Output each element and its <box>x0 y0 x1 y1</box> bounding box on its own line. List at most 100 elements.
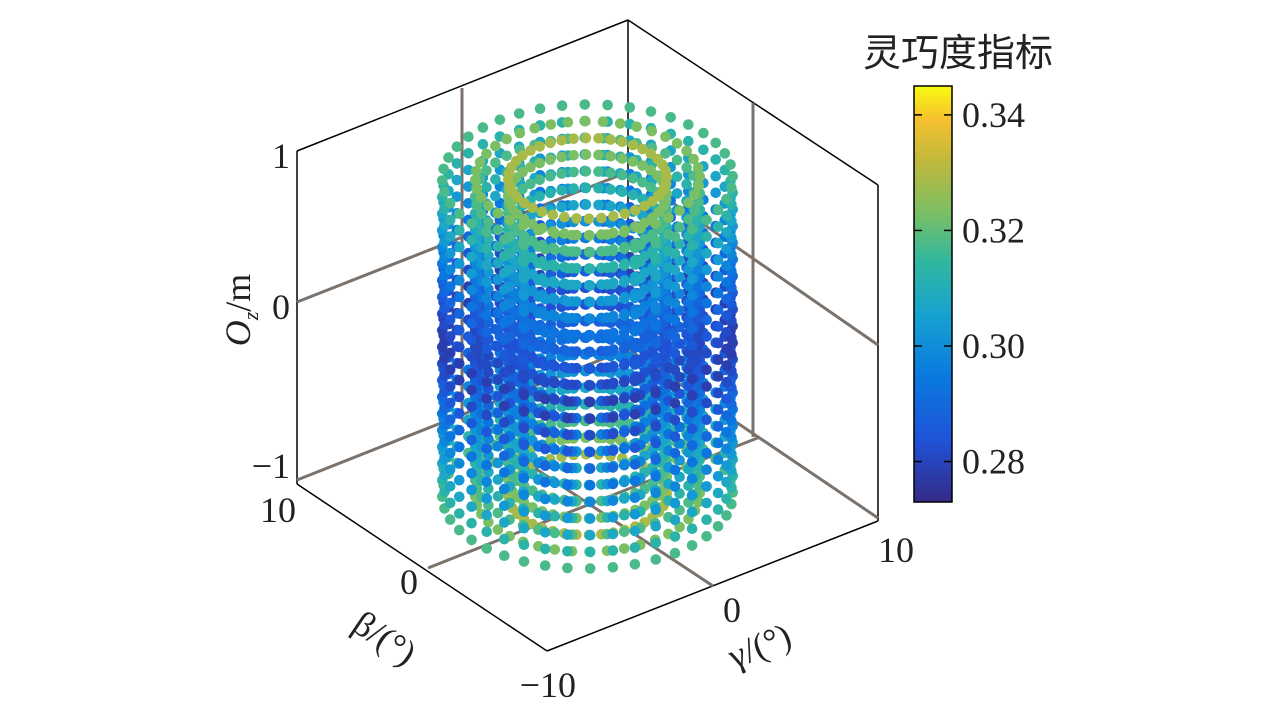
data-point <box>444 281 456 292</box>
data-point <box>490 190 501 202</box>
data-point <box>607 362 619 373</box>
data-point <box>481 343 493 354</box>
data-point <box>629 409 641 420</box>
data-point <box>549 361 561 372</box>
data-point <box>481 493 493 504</box>
data-point <box>584 513 596 524</box>
data-point <box>721 410 732 421</box>
data-point <box>481 310 493 321</box>
data-point <box>674 221 685 233</box>
data-point <box>444 514 456 525</box>
data-point <box>549 377 561 389</box>
data-point <box>693 446 704 458</box>
data-point <box>454 508 465 519</box>
data-point <box>693 346 704 358</box>
data-point <box>463 131 474 142</box>
colorbar-tick-label: 0.28 <box>962 442 1025 482</box>
z-axis-label-main: O <box>218 320 258 346</box>
data-point <box>647 195 658 207</box>
data-point <box>650 437 662 449</box>
data-point <box>616 136 628 148</box>
data-point <box>698 127 709 139</box>
data-point <box>607 495 619 507</box>
data-point <box>629 525 641 537</box>
data-point <box>492 224 504 236</box>
data-point <box>607 462 619 473</box>
data-point <box>518 339 530 351</box>
data-point <box>650 554 662 565</box>
data-point <box>694 171 706 182</box>
data-point <box>562 346 573 357</box>
data-point <box>686 473 698 485</box>
data-point <box>444 331 456 342</box>
data-point <box>710 170 721 182</box>
data-point <box>681 178 692 190</box>
data-point <box>618 526 630 538</box>
data-point <box>562 529 573 540</box>
data-point <box>701 431 712 442</box>
data-point <box>627 156 639 167</box>
data-point <box>712 204 724 216</box>
data-point <box>701 381 712 392</box>
data-point <box>481 543 493 554</box>
data-point <box>539 243 551 255</box>
data-point <box>635 223 646 234</box>
data-point <box>605 200 616 212</box>
data-point <box>686 506 698 518</box>
data-point <box>721 426 732 438</box>
data-point <box>584 363 596 375</box>
data-point <box>544 137 556 149</box>
data-point <box>454 441 465 453</box>
data-point <box>466 384 477 396</box>
data-point <box>701 231 712 242</box>
data-point <box>518 323 530 334</box>
data-point <box>533 224 544 236</box>
data-point <box>701 531 712 542</box>
data-point <box>536 206 548 217</box>
data-point <box>593 166 604 177</box>
data-point <box>607 545 619 556</box>
data-point <box>710 137 721 149</box>
data-point <box>518 289 530 301</box>
data-point <box>701 281 712 292</box>
data-point <box>549 544 561 555</box>
data-point <box>693 380 704 391</box>
data-point <box>650 371 662 382</box>
z-tick-label: 0 <box>272 287 290 327</box>
data-point <box>562 279 573 291</box>
z-tick-label: −1 <box>252 446 290 486</box>
data-point <box>471 165 482 177</box>
data-point <box>698 144 709 156</box>
data-point <box>539 443 551 455</box>
data-point <box>481 509 493 521</box>
data-point <box>618 459 630 471</box>
data-point <box>629 325 641 337</box>
data-point <box>562 329 573 341</box>
data-point <box>607 512 619 523</box>
data-point <box>444 497 456 509</box>
data-point <box>618 360 630 371</box>
data-point <box>463 198 474 209</box>
data-point <box>669 398 681 409</box>
data-point <box>549 311 561 322</box>
data-point <box>454 524 465 536</box>
data-point <box>451 158 463 169</box>
data-point <box>618 326 630 338</box>
data-point <box>518 306 530 318</box>
data-point <box>539 277 551 288</box>
data-point <box>618 493 630 504</box>
data-point <box>618 243 630 255</box>
data-point <box>686 257 698 268</box>
data-point <box>451 191 463 202</box>
data-point <box>710 187 721 199</box>
data-point <box>518 439 530 451</box>
data-point <box>518 406 530 417</box>
data-point <box>669 281 681 293</box>
data-point <box>463 181 474 192</box>
data-point <box>629 242 641 254</box>
data-point <box>669 547 681 559</box>
data-point <box>618 226 630 238</box>
data-point <box>712 254 724 266</box>
data-point <box>517 220 529 231</box>
data-point <box>518 522 530 534</box>
